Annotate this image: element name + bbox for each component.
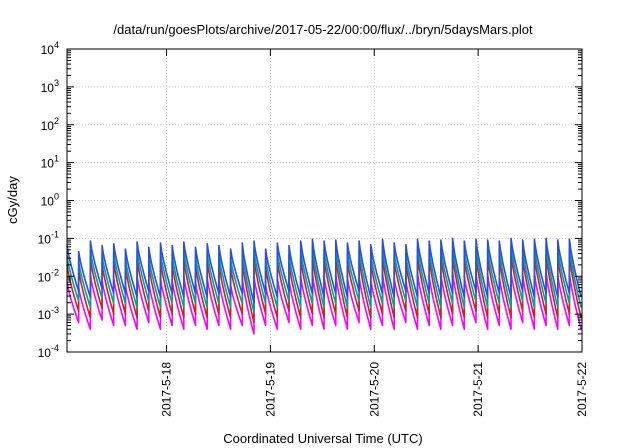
y-tick-label: 100 — [41, 192, 59, 209]
y-tick-label: 10-4 — [38, 343, 59, 360]
y-tick-label: 101 — [41, 154, 59, 171]
x-axis: 2017-5-18 2017-5-19 2017-5-20 2017-5-21 2017… — [160, 49, 589, 417]
y-tick-label: 10-2 — [38, 267, 59, 284]
y-tick-label: 102 — [41, 116, 59, 133]
x-tick-label: 2017-5-19 — [263, 362, 277, 417]
x-tick-label: 2017-5-21 — [471, 362, 485, 417]
y-tick-label: 10-1 — [38, 229, 59, 246]
plot-area — [66, 237, 582, 335]
series-line-4 — [66, 237, 582, 304]
x-tick-label: 2017-5-18 — [160, 362, 174, 417]
y-axis: 10-4 10-3 10-2 10-1 100 101 102 103 104 — [38, 40, 582, 360]
chart-title: /data/run/goesPlots/archive/2017-05-22/0… — [113, 22, 533, 37]
y-tick-label: 104 — [41, 40, 59, 57]
x-tick-label: 2017-5-20 — [367, 362, 381, 417]
y-tick-label: 10-3 — [38, 305, 59, 322]
x-axis-label: Coordinated Universal Time (UTC) — [223, 431, 422, 446]
x-tick-label: 2017-5-22 — [575, 362, 589, 417]
y-axis-label: cGy/day — [5, 176, 20, 224]
y-tick-label: 103 — [41, 78, 59, 95]
